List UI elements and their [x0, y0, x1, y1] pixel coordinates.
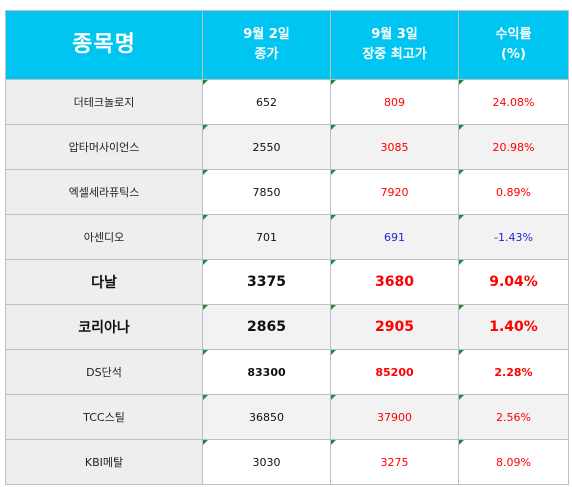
stock-name: 코리아나 [5, 304, 203, 350]
stock-name: DS단석 [5, 349, 203, 395]
table-row: 엑셀세라퓨틱스 7850 7920 0.89% [5, 169, 569, 215]
close-price: 2550 [202, 124, 331, 170]
return-pct: 8.09% [458, 439, 569, 485]
intraday-high: 3275 [330, 439, 459, 485]
header-intraday-high: 9월 3일 장중 최고가 [330, 10, 459, 80]
return-pct: -1.43% [458, 214, 569, 260]
intraday-high: 7920 [330, 169, 459, 215]
close-price: 7850 [202, 169, 331, 215]
table-row: 더테크놀로지 652 809 24.08% [5, 79, 569, 125]
header-close-date: 9월 2일 [243, 27, 290, 42]
intraday-high: 691 [330, 214, 459, 260]
return-pct: 9.04% [458, 259, 569, 305]
close-price: 3375 [202, 259, 331, 305]
stock-name: 다날 [5, 259, 203, 305]
header-stock-name: 종목명 [5, 10, 203, 80]
intraday-high: 3680 [330, 259, 459, 305]
return-pct: 24.08% [458, 79, 569, 125]
stock-name: 아센디오 [5, 214, 203, 260]
header-return: 수익률 (%) [458, 10, 569, 80]
table-row: KBI메탈 3030 3275 8.09% [5, 439, 569, 485]
close-price: 652 [202, 79, 331, 125]
intraday-high: 85200 [330, 349, 459, 395]
return-pct: 20.98% [458, 124, 569, 170]
close-price: 2865 [202, 304, 331, 350]
stock-name: 압타머사이언스 [5, 124, 203, 170]
stock-return-table: 종목명 9월 2일 종가 9월 3일 장중 최고가 수익률 (%) 더테크놀로지… [5, 10, 569, 485]
return-pct: 2.28% [458, 349, 569, 395]
close-price: 3030 [202, 439, 331, 485]
return-pct: 0.89% [458, 169, 569, 215]
stock-name: 엑셀세라퓨틱스 [5, 169, 203, 215]
header-return-unit: (%) [501, 47, 526, 62]
table-row: 다날 3375 3680 9.04% [5, 259, 569, 305]
header-close-price: 9월 2일 종가 [202, 10, 331, 80]
table-row: TCC스틸 36850 37900 2.56% [5, 394, 569, 440]
table-row: 아센디오 701 691 -1.43% [5, 214, 569, 260]
intraday-high: 37900 [330, 394, 459, 440]
return-pct: 2.56% [458, 394, 569, 440]
stock-name: TCC스틸 [5, 394, 203, 440]
intraday-high: 809 [330, 79, 459, 125]
intraday-high: 2905 [330, 304, 459, 350]
table-row: 코리아나 2865 2905 1.40% [5, 304, 569, 350]
header-high-date: 9월 3일 [371, 27, 418, 42]
table-row: 압타머사이언스 2550 3085 20.98% [5, 124, 569, 170]
close-price: 701 [202, 214, 331, 260]
return-pct: 1.40% [458, 304, 569, 350]
close-price: 36850 [202, 394, 331, 440]
header-row: 종목명 9월 2일 종가 9월 3일 장중 최고가 수익률 (%) [5, 10, 569, 80]
header-close-label: 종가 [254, 47, 279, 62]
close-price: 83300 [202, 349, 331, 395]
stock-name: 더테크놀로지 [5, 79, 203, 125]
header-return-label: 수익률 [495, 27, 532, 42]
header-high-label: 장중 최고가 [362, 47, 427, 62]
intraday-high: 3085 [330, 124, 459, 170]
table-row: DS단석 83300 85200 2.28% [5, 349, 569, 395]
stock-name: KBI메탈 [5, 439, 203, 485]
